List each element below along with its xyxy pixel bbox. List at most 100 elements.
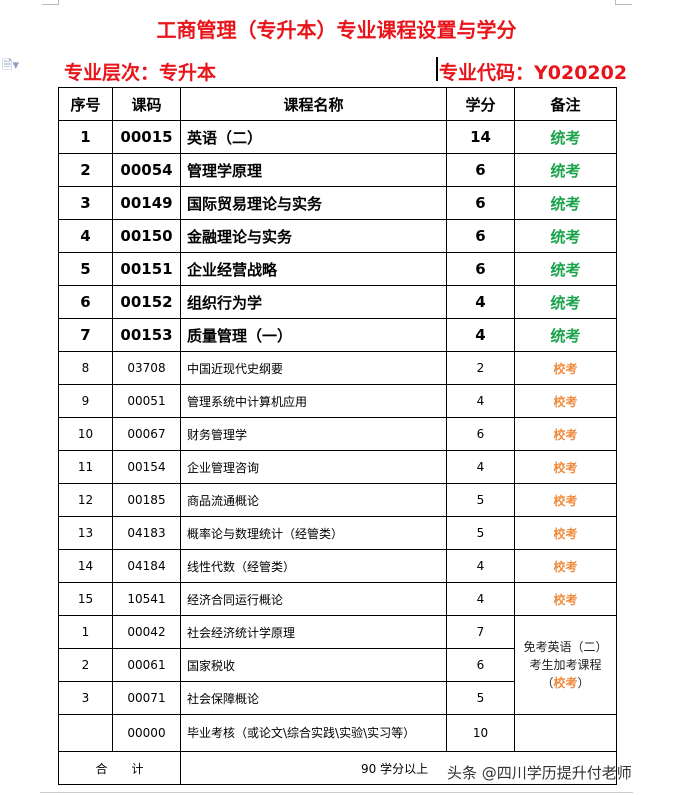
major-level: 专业层次：专升本 xyxy=(64,62,217,84)
cell-no: 1 xyxy=(58,615,113,649)
cell-name: 商品流通概论 xyxy=(180,483,447,517)
cell-note: 统考 xyxy=(514,285,617,319)
header-credit: 学分 xyxy=(446,87,515,121)
cell-credit: 5 xyxy=(446,516,515,550)
note-line2: 考生加考课程 xyxy=(529,658,602,672)
cell-credit: 6 xyxy=(446,219,515,253)
header-code: 课码 xyxy=(112,87,181,121)
total-row: 合 计 90 学分以上 xyxy=(58,751,617,785)
cell-credit: 6 xyxy=(446,417,515,451)
header-no: 序号 xyxy=(58,87,113,121)
cell-credit: 4 xyxy=(446,318,515,352)
cell-code: 00154 xyxy=(112,450,181,484)
cell-no: 15 xyxy=(58,582,113,616)
cell-no: 3 xyxy=(58,186,113,220)
table-row: 9 00051 管理系统中计算机应用 4 校考 xyxy=(58,384,617,418)
cell-code: 00152 xyxy=(112,285,181,319)
cell-no: 2 xyxy=(58,648,113,682)
cell-code: 00151 xyxy=(112,252,181,286)
header-name: 课程名称 xyxy=(180,87,447,121)
cell-code: 00150 xyxy=(112,219,181,253)
cell-name: 金融理论与实务 xyxy=(180,219,447,253)
course-table: 序号 课码 课程名称 学分 备注 1 00015 英语（二） 14 统考 2 00054 管理… xyxy=(58,87,617,785)
cell-name: 企业经营战略 xyxy=(180,252,447,286)
cell-name: 质量管理（一） xyxy=(180,318,447,352)
header-note: 备注 xyxy=(514,87,617,121)
cell-credit: 6 xyxy=(446,648,515,682)
cell-no: 3 xyxy=(58,681,113,715)
cell-code: 03708 xyxy=(112,351,181,385)
cell-credit: 5 xyxy=(446,681,515,715)
cell-name: 线性代数（经管类） xyxy=(180,549,447,583)
cell-code: 00185 xyxy=(112,483,181,517)
cell-credit: 4 xyxy=(446,384,515,418)
cell-name: 社会经济统计学原理 xyxy=(180,615,447,649)
note-line1: 免考英语（二） xyxy=(523,640,608,654)
cell-note: 统考 xyxy=(514,186,617,220)
document-title: 工商管理（专升本）专业课程设置与学分 xyxy=(156,18,517,42)
total-value: 90 学分以上 xyxy=(180,751,617,785)
cell-no: 7 xyxy=(58,318,113,352)
cell-name: 毕业考核（或论文\综合实践\实验\实习等） xyxy=(180,714,447,752)
text-cursor xyxy=(436,57,438,81)
cell-code: 00051 xyxy=(112,384,181,418)
cell-credit: 5 xyxy=(446,483,515,517)
cell-credit: 4 xyxy=(446,450,515,484)
cell-name: 社会保障概论 xyxy=(180,681,447,715)
cell-code: 00149 xyxy=(112,186,181,220)
page-corner-mark xyxy=(42,0,59,5)
cell-no: 8 xyxy=(58,351,113,385)
cell-credit: 14 xyxy=(446,120,515,154)
cell-code: 00067 xyxy=(112,417,181,451)
cell-credit: 10 xyxy=(446,714,515,752)
cell-note: 校考 xyxy=(514,384,617,418)
cell-name: 国际贸易理论与实务 xyxy=(180,186,447,220)
table-row: 11 00154 企业管理咨询 4 校考 xyxy=(58,450,617,484)
cell-no: 5 xyxy=(58,252,113,286)
cell-credit: 4 xyxy=(446,549,515,583)
cell-no: 11 xyxy=(58,450,113,484)
page-bottom-edge xyxy=(40,792,633,793)
table-row: 6 00152 组织行为学 4 统考 xyxy=(58,285,617,319)
cell-note xyxy=(514,714,617,752)
cell-code: 00042 xyxy=(112,615,181,649)
cell-code: 00000 xyxy=(112,714,181,752)
cell-name: 经济合同运行概论 xyxy=(180,582,447,616)
note-close: ） xyxy=(577,676,590,690)
cell-code: 00153 xyxy=(112,318,181,352)
table-row: 7 00153 质量管理（一） 4 统考 xyxy=(58,318,617,352)
document-icon[interactable]: 🗎▾ xyxy=(2,58,19,73)
cell-note: 校考 xyxy=(514,417,617,451)
cell-code: 04183 xyxy=(112,516,181,550)
cell-no: 9 xyxy=(58,384,113,418)
cell-no: 14 xyxy=(58,549,113,583)
cell-note: 校考 xyxy=(514,516,617,550)
table-row: 1 00042 社会经济统计学原理 7 免考英语（二） 考生加考课程 （校考） xyxy=(58,615,617,715)
table-row: 2 00061 国家税收 6 xyxy=(58,648,617,682)
cell-no: 4 xyxy=(58,219,113,253)
cell-name: 中国近现代史纲要 xyxy=(180,351,447,385)
table-row: 1 00015 英语（二） 14 统考 xyxy=(58,120,617,154)
cell-code: 10541 xyxy=(112,582,181,616)
cell-name: 国家税收 xyxy=(180,648,447,682)
table-header: 序号 课码 课程名称 学分 备注 xyxy=(58,87,617,121)
cell-note: 校考 xyxy=(514,549,617,583)
cell-note: 统考 xyxy=(514,318,617,352)
cell-credit: 4 xyxy=(446,582,515,616)
cell-note: 校考 xyxy=(514,351,617,385)
cell-credit: 6 xyxy=(446,252,515,286)
cell-note: 校考 xyxy=(514,450,617,484)
table-row: 3 00149 国际贸易理论与实务 6 统考 xyxy=(58,186,617,220)
cell-no xyxy=(58,714,113,752)
cell-code: 00061 xyxy=(112,648,181,682)
cell-name: 概率论与数理统计（经管类） xyxy=(180,516,447,550)
cell-code: 00015 xyxy=(112,120,181,154)
table-row: 15 10541 经济合同运行概论 4 校考 xyxy=(58,582,617,616)
page-corner-mark xyxy=(615,0,632,5)
watermark: 头条 @四川学历提升付老师 xyxy=(447,764,632,782)
cell-code: 00054 xyxy=(112,153,181,187)
table-row: 4 00150 金融理论与实务 6 统考 xyxy=(58,219,617,253)
total-label: 合 计 xyxy=(58,751,181,785)
cell-no: 6 xyxy=(58,285,113,319)
cell-note-extra: 免考英语（二） 考生加考课程 （校考） xyxy=(514,615,617,715)
